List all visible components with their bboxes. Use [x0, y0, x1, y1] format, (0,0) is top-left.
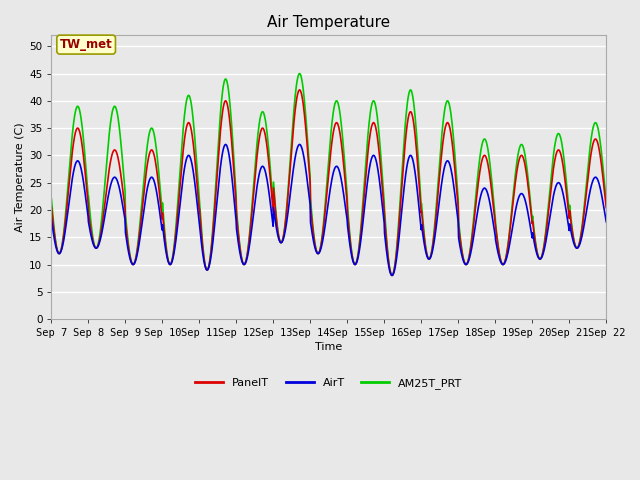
Line: PanelT: PanelT — [51, 90, 606, 276]
Title: Air Temperature: Air Temperature — [268, 15, 390, 30]
AM25T_PRT — [416, 178, 424, 183]
AM25T_PRT — [296, 71, 303, 76]
Legend: PanelT, AirT, AM25T_PRT: PanelT, AirT, AM25T_PRT — [191, 373, 467, 393]
Line: AM25T_PRT: AM25T_PRT — [51, 73, 606, 276]
PanelT — [233, 217, 241, 223]
AM25T_PRT — [157, 199, 165, 204]
Y-axis label: Air Temperature (C): Air Temperature (C) — [15, 122, 25, 232]
AirT — [171, 245, 179, 251]
AM25T_PRT — [388, 273, 396, 278]
AirT — [488, 213, 496, 219]
PanelT — [157, 209, 165, 215]
Line: AirT: AirT — [51, 144, 606, 276]
AM25T_PRT — [47, 196, 55, 202]
AirT — [416, 211, 424, 217]
PanelT — [47, 204, 55, 210]
AirT — [234, 232, 241, 238]
AM25T_PRT — [488, 182, 496, 188]
AM25T_PRT — [171, 236, 179, 242]
AirT — [537, 255, 545, 261]
AM25T_PRT — [537, 255, 545, 261]
AM25T_PRT — [233, 211, 241, 217]
PanelT — [537, 255, 545, 261]
AirT — [47, 216, 55, 222]
PanelT — [388, 273, 396, 278]
PanelT — [602, 205, 610, 211]
AirT — [222, 142, 230, 147]
PanelT — [416, 189, 424, 195]
PanelT — [296, 87, 303, 93]
AirT — [388, 273, 396, 278]
PanelT — [488, 192, 496, 198]
AirT — [157, 221, 165, 227]
PanelT — [171, 240, 179, 246]
X-axis label: Time: Time — [316, 342, 342, 352]
AM25T_PRT — [602, 199, 610, 204]
AirT — [602, 219, 610, 225]
Text: TW_met: TW_met — [60, 38, 113, 51]
